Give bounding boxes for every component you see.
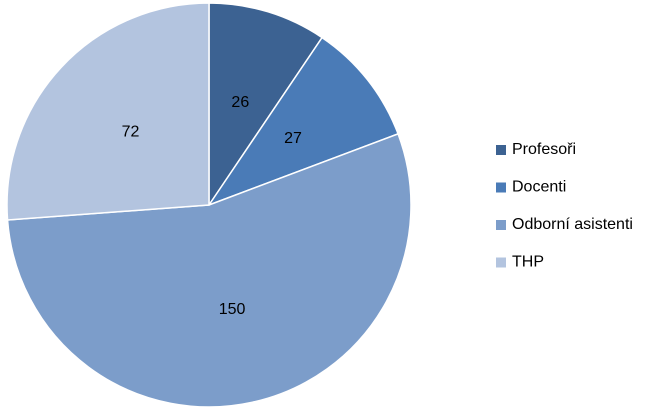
pie-slice	[208, 2, 324, 208]
legend-label: Docenti	[512, 179, 566, 196]
legend-label: THP	[512, 254, 544, 271]
pie-slice	[6, 132, 412, 408]
data-label: 26	[231, 94, 249, 111]
legend-swatch	[496, 182, 506, 193]
legend-swatch	[496, 257, 506, 268]
pie-slice	[207, 36, 400, 207]
legend-swatch	[496, 220, 506, 230]
legend-label: Profesoři	[512, 141, 576, 158]
data-label: 72	[122, 123, 140, 140]
legend-swatch	[496, 145, 506, 155]
data-label: 27	[284, 130, 302, 147]
data-label: 150	[219, 301, 246, 318]
legend-label: Odborní asistenti	[512, 216, 633, 233]
pie-slice	[6, 2, 210, 221]
